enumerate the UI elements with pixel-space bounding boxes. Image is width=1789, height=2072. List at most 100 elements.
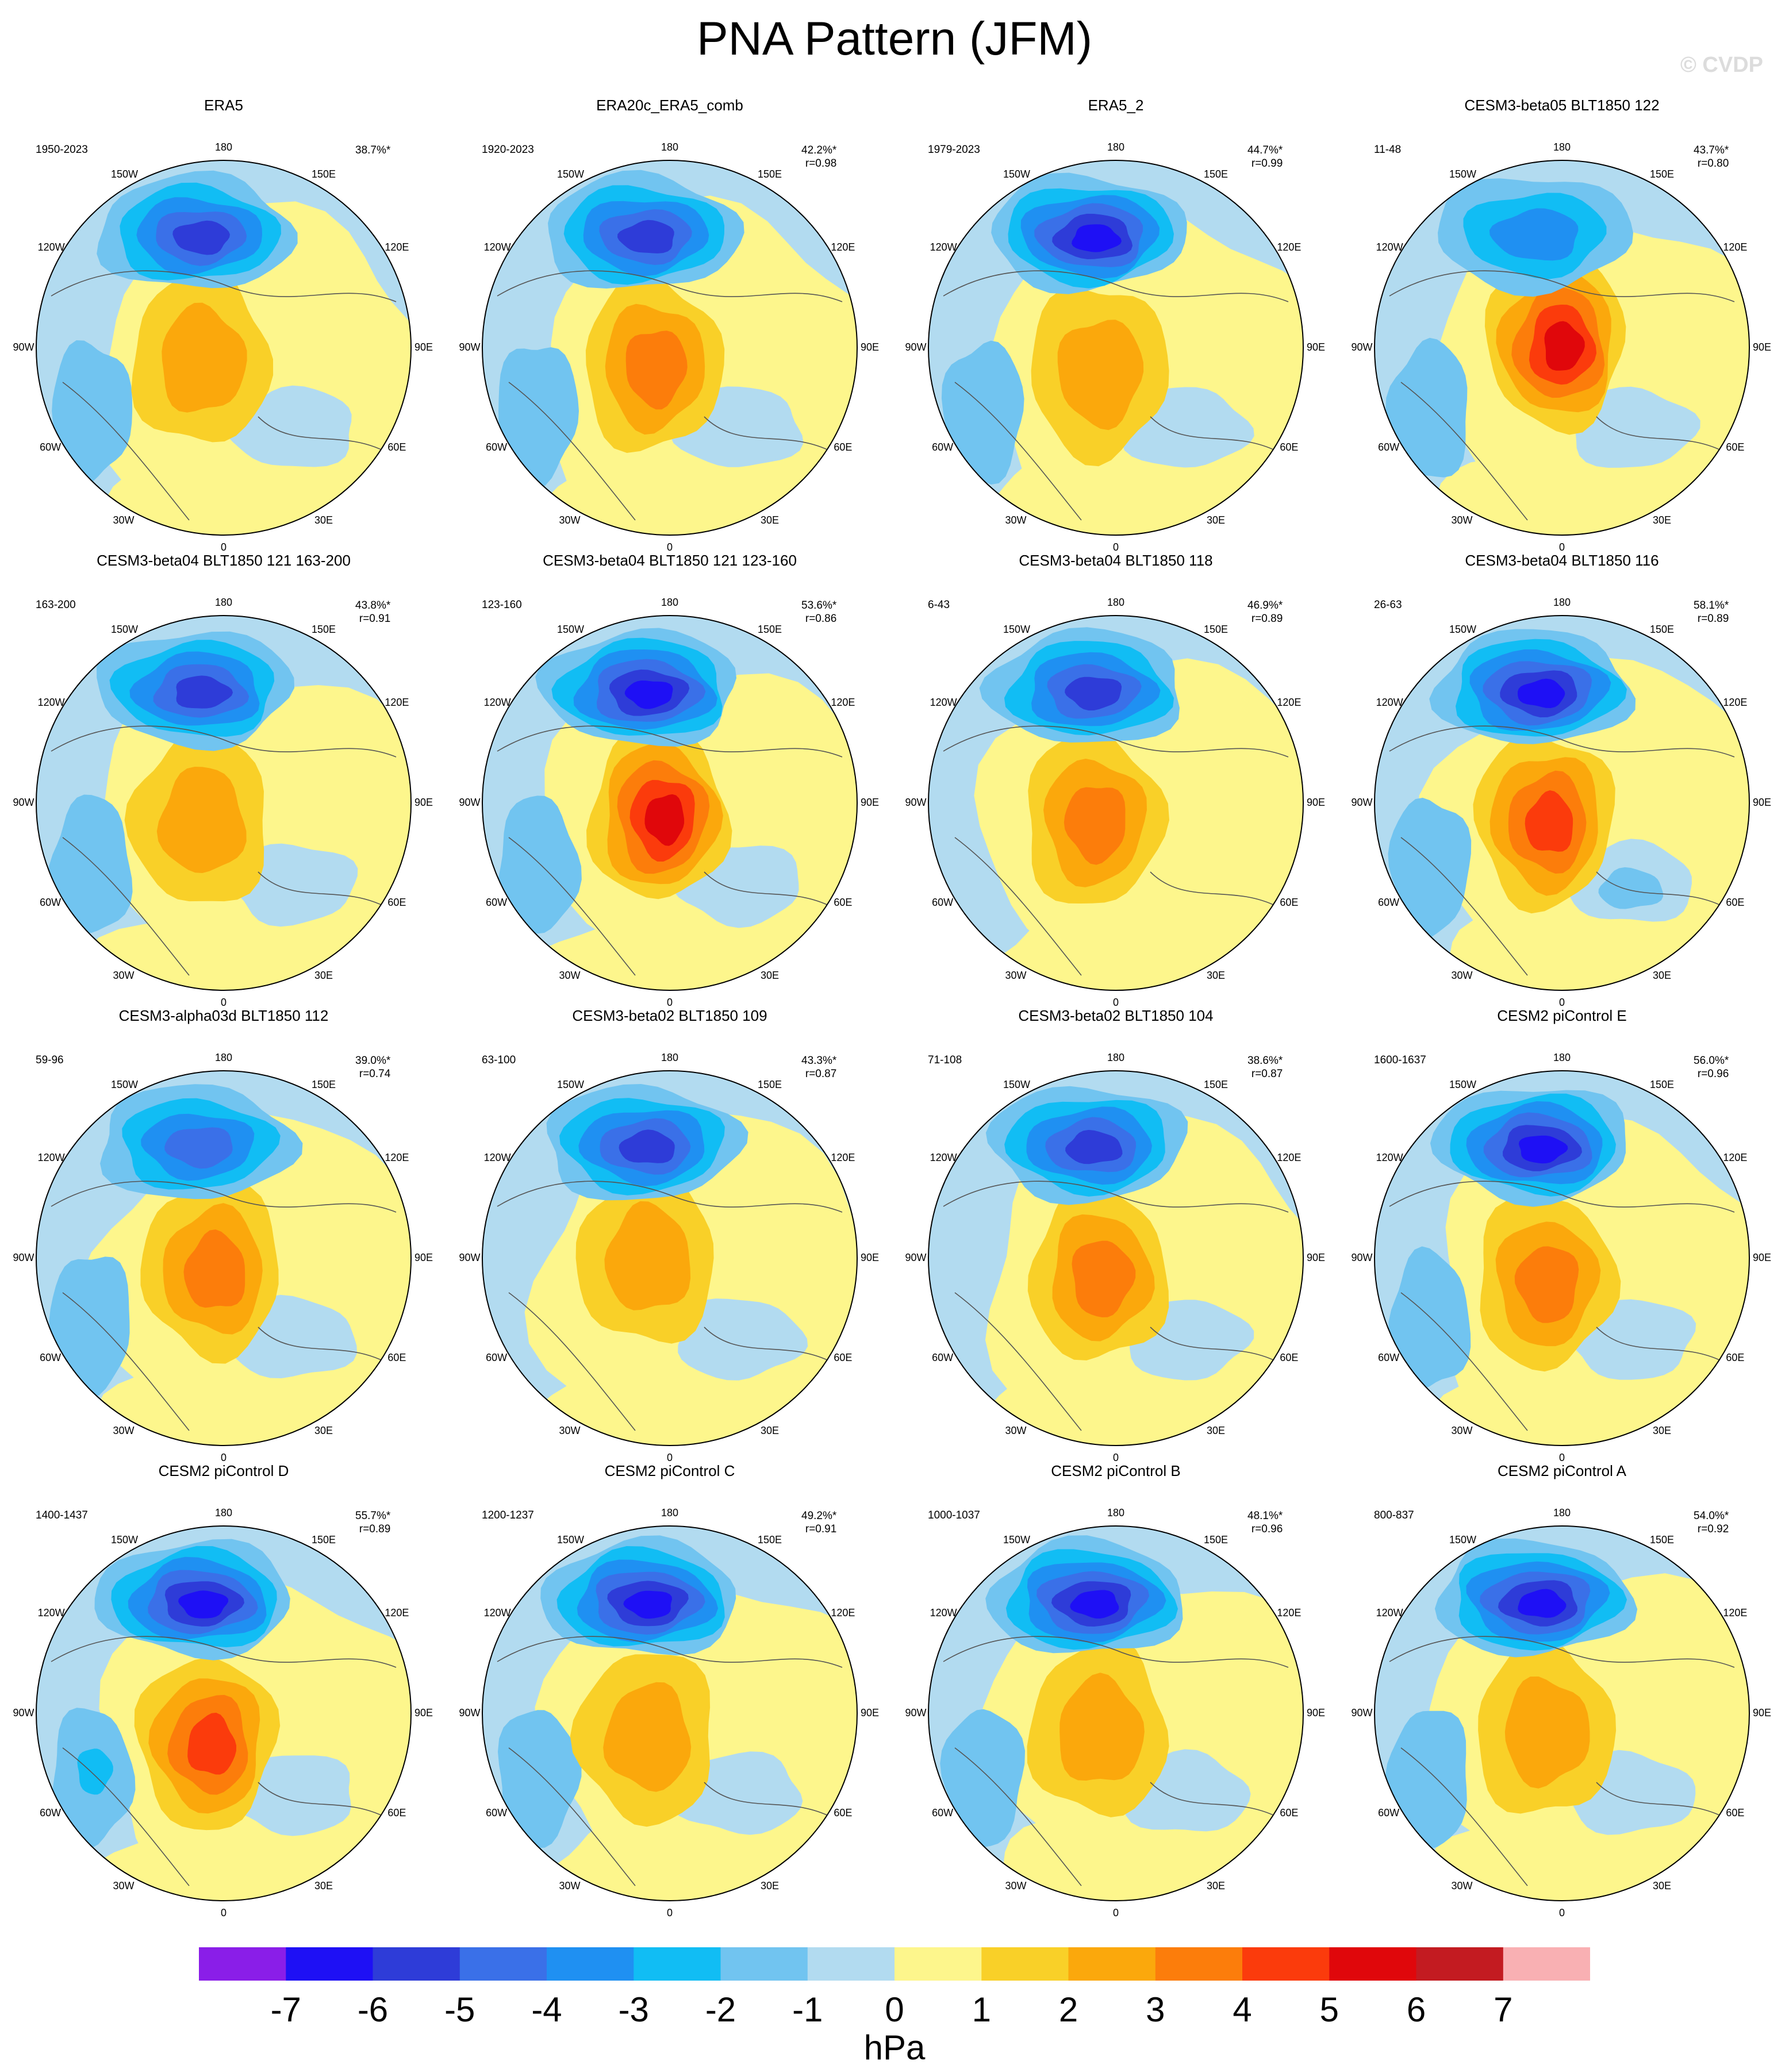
- panel-variance-explained: 53.6%*: [801, 599, 837, 612]
- polar-map: [482, 1525, 858, 1901]
- central-high-contour-2: [1504, 1676, 1590, 1789]
- panel-title: CESM3-beta02 BLT1850 104: [1018, 1007, 1214, 1024]
- longitude-label: 90W: [1351, 1252, 1373, 1263]
- panel-stats: 42.2%* r=0.98: [801, 144, 836, 170]
- longitude-label: 180: [1553, 597, 1571, 608]
- central-high-contour-2: [156, 767, 247, 873]
- central-high-contour-5: [1544, 321, 1585, 371]
- panel-stats: 46.9%* r=0.89: [1247, 599, 1283, 625]
- longitude-label: 90E: [860, 341, 880, 353]
- longitude-label: 150E: [1203, 623, 1229, 635]
- panel-variance-explained: 55.7%*: [355, 1510, 391, 1522]
- longitude-label: 30E: [314, 514, 333, 526]
- longitude-label: 120W: [483, 241, 511, 253]
- polar-map: [36, 1525, 412, 1901]
- longitude-label: 120W: [483, 697, 511, 708]
- panel-title: CESM3-beta02 BLT1850 109: [572, 1007, 767, 1024]
- panel-pattern-correlation: r=0.96: [1251, 1523, 1283, 1535]
- polar-map: [928, 1525, 1304, 1901]
- panel-stats: 39.0%* r=0.74: [355, 1054, 390, 1081]
- longitude-label: 180: [1107, 141, 1125, 153]
- longitude-label: 150E: [1649, 1078, 1675, 1090]
- longitude-label: 0: [220, 1452, 226, 1463]
- panel-stats: 38.7%*: [355, 144, 390, 157]
- panel-stats: 48.1%* r=0.96: [1247, 1509, 1283, 1536]
- longitude-label: 30W: [559, 1880, 581, 1892]
- map-boundary: [482, 1525, 858, 1901]
- longitude-label: 30W: [113, 970, 135, 982]
- panel-variance-explained: 46.9%*: [1247, 599, 1283, 612]
- coastline: [1389, 1636, 1735, 1886]
- panel-title: CESM2 piControl B: [1051, 1462, 1181, 1479]
- panel-title: CESM3-alpha03d BLT1850 112: [118, 1007, 329, 1024]
- longitude-label: 150E: [311, 1078, 336, 1090]
- longitude-label: 180: [661, 1052, 679, 1063]
- pacific-low-contour--7: [623, 1590, 672, 1619]
- colorbar-tick-label: -1: [792, 1990, 823, 2029]
- positive-region-south: [1427, 1358, 1703, 1446]
- colorbar-swatch: [634, 1947, 721, 1981]
- colorbar-swatch: [981, 1947, 1069, 1981]
- panel-variance-explained: 54.0%*: [1694, 1510, 1729, 1522]
- longitude-label: 90E: [414, 1252, 433, 1263]
- panel-stats: 56.0%* r=0.96: [1694, 1054, 1729, 1081]
- atlantic-low: [941, 340, 1024, 485]
- longitude-label: 150E: [1203, 1533, 1229, 1546]
- panel-title: ERA5: [204, 97, 243, 114]
- longitude-label: 150E: [1649, 623, 1675, 635]
- positive-region-south: [97, 1359, 381, 1446]
- coastline: [51, 270, 397, 521]
- colorbar-swatch: [1155, 1947, 1243, 1981]
- map-boundary: [36, 1525, 412, 1901]
- panel-years: 11-48: [1374, 144, 1402, 156]
- longitude-label: 60E: [834, 1352, 853, 1363]
- central-high-contour-2: [604, 1201, 691, 1310]
- panel-stats: 43.8%* r=0.91: [355, 599, 390, 625]
- central-high-contour-4: [187, 1712, 237, 1775]
- atlantic-low: [1385, 1710, 1467, 1849]
- longitude-label: 60W: [932, 1352, 954, 1363]
- colorbar-tick-label: -5: [444, 1990, 475, 2029]
- central-high-contour-2: [603, 1682, 692, 1792]
- panel-years: 71-108: [928, 1054, 962, 1066]
- colorbar-tick-label: 5: [1319, 1990, 1339, 2029]
- longitude-label: 180: [214, 597, 233, 608]
- longitude-label: 30W: [1451, 970, 1473, 982]
- panel-pattern-correlation: r=0.99: [1251, 157, 1283, 170]
- longitude-label: 60E: [1726, 1807, 1745, 1819]
- longitude-label: 180: [214, 141, 233, 153]
- panel-pattern-correlation: r=0.96: [1697, 1068, 1729, 1080]
- longitude-label: 0: [1112, 1907, 1119, 1919]
- panel-stats: 44.7%* r=0.99: [1247, 144, 1283, 170]
- colorbar-tick-label: -4: [531, 1990, 562, 2029]
- central-high-contour-2: [162, 302, 247, 413]
- longitude-label: 60W: [1378, 1807, 1400, 1819]
- panel-variance-explained: 43.8%*: [355, 599, 391, 612]
- polar-map: [1374, 615, 1750, 991]
- colorbar-tick-label: 2: [1058, 1990, 1078, 2029]
- map-panel: CESM2 piControl B 1000-1037 48.1%* r=0.96 18…: [892, 1452, 1339, 1919]
- longitude-label: 60W: [40, 1807, 62, 1819]
- central-high-contour-5: [644, 794, 685, 846]
- atlantic-low: [1388, 1246, 1471, 1390]
- longitude-label: 120W: [37, 697, 65, 708]
- map-boundary: [36, 160, 412, 536]
- positive-region-south: [543, 445, 821, 535]
- longitude-label: 150E: [311, 623, 336, 635]
- longitude-label: 90W: [905, 341, 927, 353]
- map-boundary: [1374, 160, 1750, 536]
- panel-pattern-correlation: r=0.89: [359, 1523, 391, 1535]
- longitude-label: 60W: [932, 1807, 954, 1819]
- positive-region-south: [90, 445, 375, 535]
- positive-region-south: [1433, 456, 1710, 535]
- positive-region-south: [985, 449, 1262, 535]
- longitude-label: 30E: [1206, 1425, 1226, 1437]
- longitude-label: 150E: [311, 1533, 336, 1546]
- colorbar-swatch: [1503, 1947, 1590, 1981]
- longitude-label: 60W: [486, 897, 508, 908]
- longitude-label: 30E: [1652, 514, 1672, 526]
- longitude-label: 90E: [1306, 797, 1326, 808]
- positive-region-south: [86, 1809, 363, 1901]
- panel-title: CESM3-beta04 BLT1850 121 123-160: [543, 552, 797, 569]
- longitude-label: 0: [666, 541, 673, 553]
